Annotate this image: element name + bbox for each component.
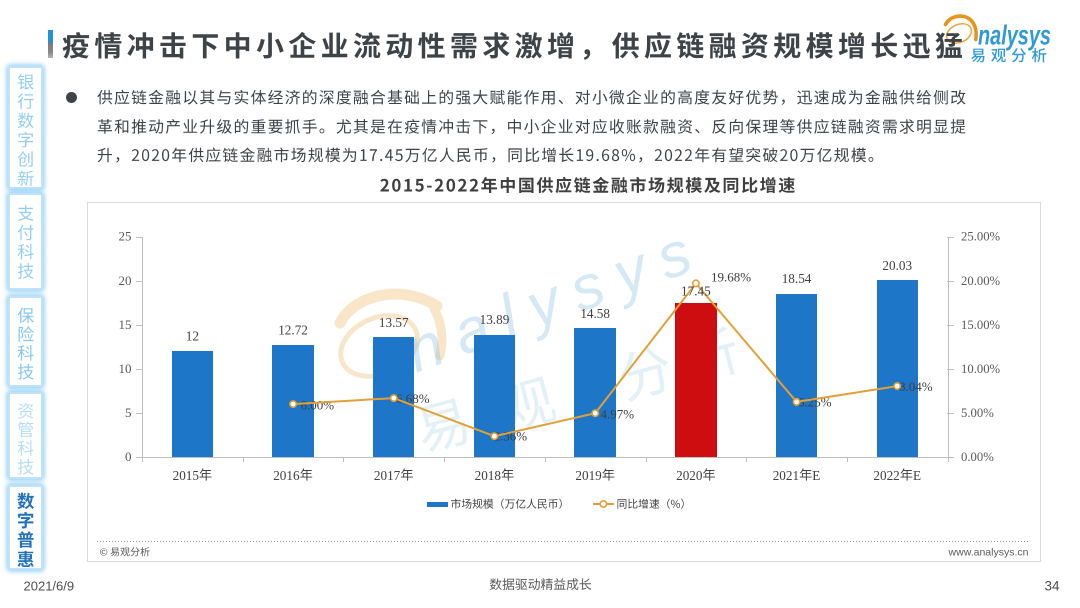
svg-text:2021: 2021 [773,468,799,483]
svg-text:nalysys: nalysys [978,20,1051,51]
svg-text:2017: 2017 [374,468,401,483]
svg-text:18.54: 18.54 [782,271,812,286]
svg-text:2019: 2019 [575,468,602,483]
svg-text:13.57: 13.57 [379,315,409,330]
svg-text:6.00%: 6.00% [301,397,335,412]
svg-text:E: E [812,468,820,483]
svg-text:2021/6/9: 2021/6/9 [24,579,75,594]
svg-text:14.58: 14.58 [580,306,610,321]
svg-text:www.analysys.cn: www.analysys.cn [948,546,1029,558]
svg-text:0: 0 [125,449,132,464]
svg-text:15: 15 [119,317,132,332]
svg-text:20: 20 [119,273,132,288]
svg-text:10.00%: 10.00% [961,362,1001,376]
svg-text:25.00%: 25.00% [961,230,1001,244]
svg-text:13.89: 13.89 [480,312,510,327]
svg-text:6.68%: 6.68% [396,391,430,406]
svg-text:E: E [913,468,921,483]
svg-text:5: 5 [125,405,132,420]
svg-text:2022: 2022 [873,468,899,483]
svg-text:2018: 2018 [475,468,502,483]
svg-text:8.04%: 8.04% [899,379,933,394]
svg-text:0.00%: 0.00% [961,450,994,464]
svg-text:17.45: 17.45 [681,284,711,299]
svg-text:12.72: 12.72 [278,322,308,337]
svg-text:2016: 2016 [273,468,300,483]
svg-text:10: 10 [119,361,132,376]
svg-text:19.68%: 19.68% [711,270,751,285]
svg-text:20.00%: 20.00% [961,274,1001,288]
svg-text:2015: 2015 [173,468,200,483]
svg-text:2020: 2020 [676,468,703,483]
svg-text:2.36%: 2.36% [494,429,528,444]
svg-text:4.97%: 4.97% [601,407,635,422]
svg-text:20.03: 20.03 [882,258,912,273]
svg-text:25: 25 [119,229,132,244]
svg-text:5.00%: 5.00% [961,406,994,420]
svg-text:12: 12 [186,329,199,344]
svg-text:15.00%: 15.00% [961,318,1001,332]
svg-text:34: 34 [1044,579,1060,594]
